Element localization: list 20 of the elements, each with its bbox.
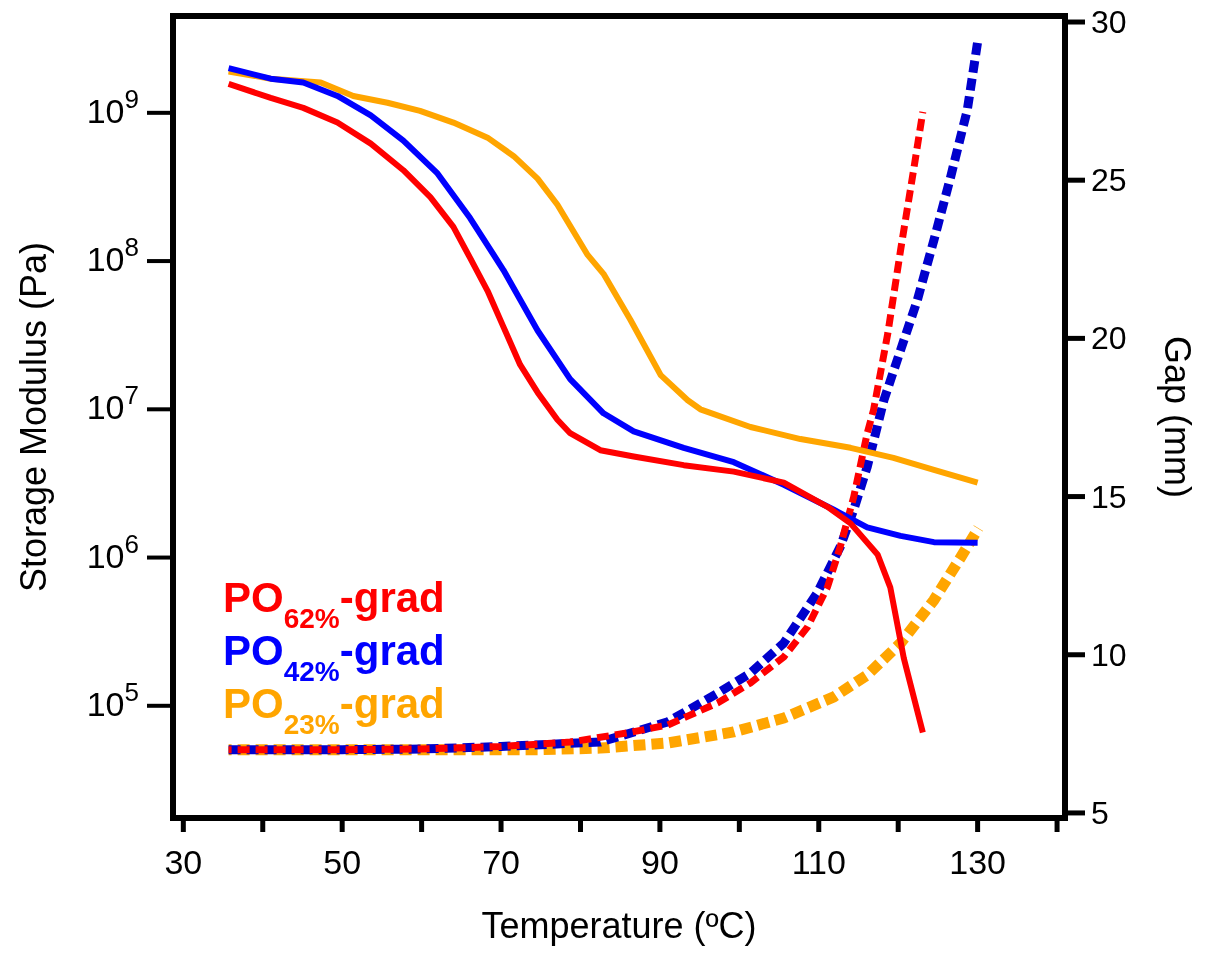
y2-axis-title: Gap (mm)	[1157, 336, 1198, 498]
y-tick-label: 10$^{8}$	[86, 232, 139, 279]
y2-tick-label: 20	[1091, 320, 1127, 357]
x-tick-label: 30	[164, 843, 203, 881]
y2-tick-label: 15	[1091, 478, 1127, 515]
y-tick-label: 10$^{7}$	[86, 380, 139, 427]
y2-tick-label: 30	[1091, 4, 1127, 41]
y2-tick-label: 25	[1091, 162, 1127, 199]
y-tick-label: 10$^{9}$	[86, 83, 139, 130]
x-tick-label: 130	[949, 843, 1006, 881]
x-tick-label: 70	[482, 843, 520, 881]
x-tick-label: 110	[791, 843, 846, 881]
x-tick-label: 50	[323, 843, 362, 881]
x-tick-label: 90	[640, 843, 679, 881]
y2-tick-label: 5	[1091, 794, 1109, 831]
x-axis-title: Temperature (ºC)	[481, 905, 757, 946]
y-axis-title: Storage Modulus (Pa)	[13, 241, 54, 593]
y-tick-label: 10$^{6}$	[86, 528, 139, 575]
y2-tick-label: 10	[1091, 636, 1127, 673]
y-tick-label: 10$^{5}$	[86, 676, 139, 723]
